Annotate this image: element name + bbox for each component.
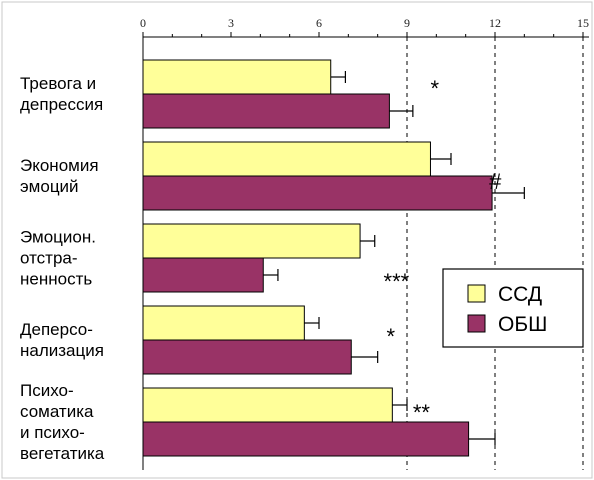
legend-box: [442, 268, 584, 348]
bar-ssd: [142, 141, 431, 177]
category-label: Психо-: [20, 381, 74, 400]
significance-marker: ***: [384, 269, 410, 294]
x-tick-label: 3: [228, 16, 234, 30]
significance-marker: **: [413, 400, 431, 425]
category-label: Экономия: [20, 156, 99, 175]
significance-marker: #: [489, 169, 502, 194]
legend-label-obsh: ОБШ: [498, 313, 547, 336]
category-label: соматика: [20, 402, 94, 421]
category-label: депрессия: [20, 95, 103, 114]
bar-ssd: [142, 305, 305, 341]
legend: ССД ОБШ: [442, 268, 584, 348]
category-label: эмоций: [20, 177, 79, 196]
bar-obsh: [142, 257, 264, 293]
x-tick-label: 6: [316, 16, 322, 30]
significance-marker: *: [430, 76, 439, 101]
category-label: Тревога и: [20, 74, 96, 93]
x-tick-label: 0: [140, 16, 146, 30]
category-label: Деперсо-: [20, 320, 93, 339]
category-label: нализация: [20, 341, 104, 360]
legend-label-ssd: ССД: [498, 283, 542, 306]
bar-obsh: [142, 421, 470, 457]
x-tick-label: 15: [577, 16, 589, 30]
bar-ssd: [142, 59, 332, 95]
significance-marker: *: [386, 324, 395, 349]
legend-swatch-obsh: [467, 314, 486, 333]
category-label: и психо-: [20, 423, 85, 442]
legend-swatch-ssd: [467, 284, 486, 303]
x-tick-label: 12: [489, 16, 501, 30]
category-label: отстра-: [20, 249, 78, 268]
category-label: вегетатика: [20, 444, 105, 463]
bar-obsh: [142, 339, 352, 375]
bar-obsh: [142, 175, 493, 211]
x-tick-label: 9: [404, 16, 410, 30]
bar-obsh: [142, 93, 390, 129]
category-label: Эмоцион.: [20, 228, 96, 247]
bar-ssd: [142, 387, 393, 423]
category-label: ненность: [20, 270, 92, 289]
bar-ssd: [142, 223, 361, 259]
